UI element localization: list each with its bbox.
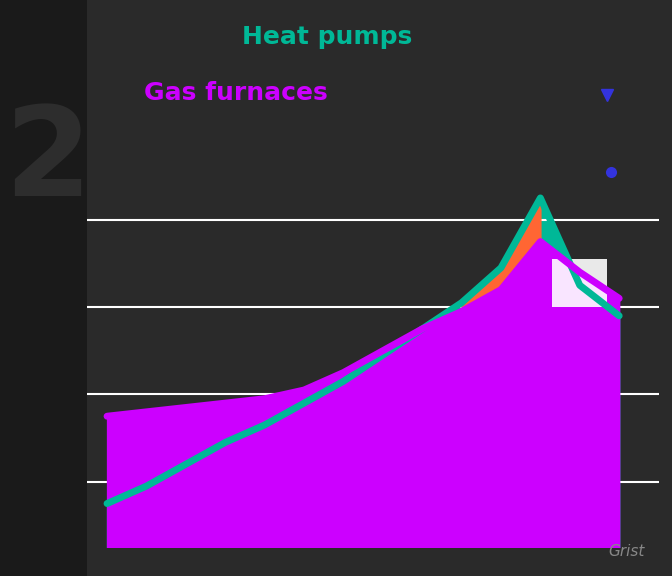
Text: Gas furnaces: Gas furnaces <box>144 81 328 105</box>
FancyBboxPatch shape <box>552 259 607 307</box>
Text: Heat pumps: Heat pumps <box>242 25 412 49</box>
Text: 2: 2 <box>5 101 91 222</box>
Text: Grist: Grist <box>609 544 645 559</box>
